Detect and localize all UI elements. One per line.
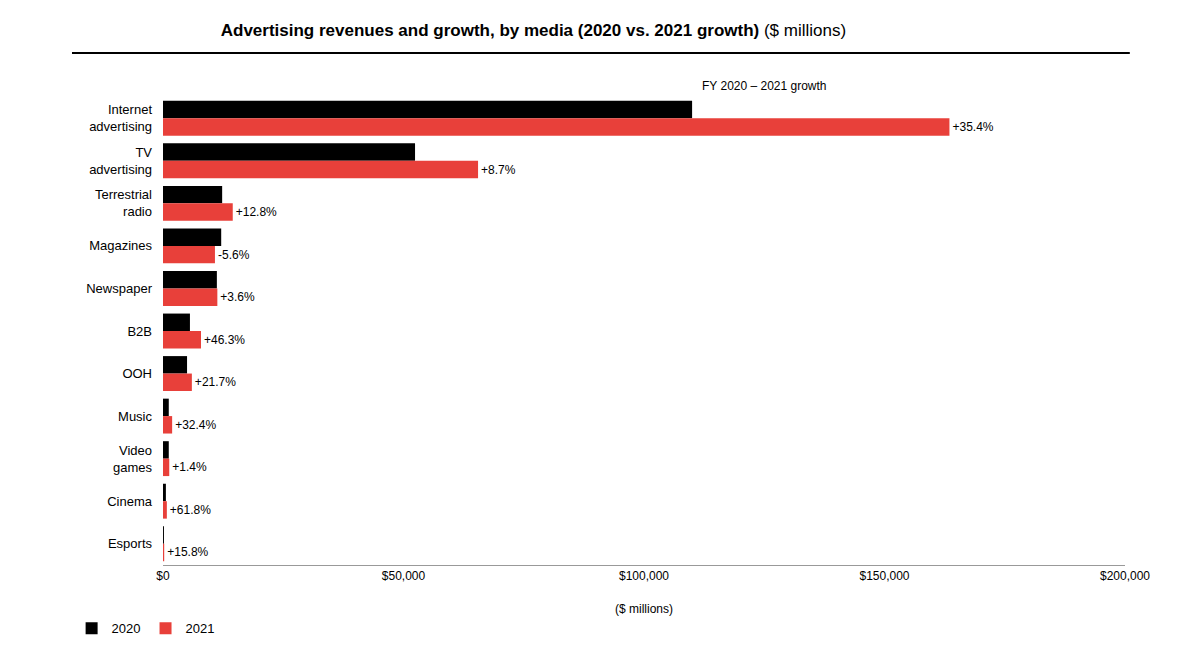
svg-text:Internetadvertising: Internetadvertising [89,102,152,134]
svg-text:Videogames: Videogames [113,443,153,475]
svg-text:+61.8%: +61.8% [170,503,211,517]
svg-text:+35.4%: +35.4% [952,120,993,134]
svg-text:+12.8%: +12.8% [236,205,277,219]
svg-text:Magazines: Magazines [89,238,152,253]
svg-text:FY 2020 – 2021 growth: FY 2020 – 2021 growth [702,79,827,93]
svg-text:+8.7%: +8.7% [481,163,516,177]
svg-text:Cinema: Cinema [107,494,153,509]
svg-text:2020: 2020 [112,621,141,636]
svg-text:$150,000: $150,000 [859,569,909,583]
svg-text:+3.6%: +3.6% [220,290,255,304]
svg-text:B2B: B2B [127,324,152,339]
svg-text:-5.6%: -5.6% [218,248,250,262]
svg-text:2021: 2021 [186,621,215,636]
svg-text:$100,000: $100,000 [619,569,669,583]
svg-text:Esports: Esports [108,536,153,551]
svg-text:+1.4%: +1.4% [172,460,207,474]
svg-text:$50,000: $50,000 [382,569,426,583]
svg-text:Terrestrialradio: Terrestrialradio [95,187,152,219]
svg-text:+46.3%: +46.3% [204,333,245,347]
svg-text:TVadvertising: TVadvertising [89,145,152,177]
svg-text:($ millions): ($ millions) [615,602,673,616]
svg-text:+15.8%: +15.8% [167,545,208,559]
svg-text:+32.4%: +32.4% [175,418,216,432]
svg-text:OOH: OOH [122,366,152,381]
svg-text:$0: $0 [156,569,170,583]
svg-text:+21.7%: +21.7% [195,375,236,389]
svg-text:Advertising revenues and growt: Advertising revenues and growth, by medi… [221,21,846,40]
svg-text:$200,000: $200,000 [1100,569,1150,583]
svg-text:Music: Music [118,409,152,424]
svg-text:Newspaper: Newspaper [86,281,152,296]
